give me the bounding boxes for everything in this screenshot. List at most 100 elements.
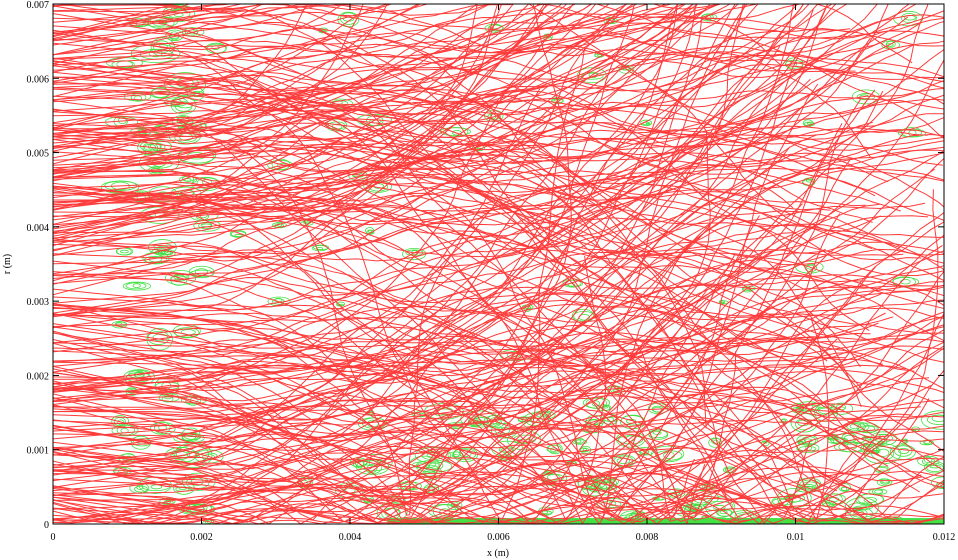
trajectory-line [53,250,944,416]
contour-line [838,483,851,492]
x-tick-label: 0.01 [787,532,805,543]
trajectory-line [53,83,819,520]
trajectory-line [53,4,917,60]
trajectory-line [53,76,712,521]
trajectory-line [53,44,914,279]
trajectory-line [53,4,530,137]
y-tick-label: 0 [44,520,49,531]
trajectory-line [53,185,944,519]
y-axis: 0 0.001 0.002 0.003 0.004 0.005 0.006 0.007 [27,0,944,531]
contour-line [134,485,148,493]
trajectory-line [53,4,804,466]
trajectory-line [53,4,393,101]
trajectory-line [53,116,944,264]
contour-line [133,95,143,101]
y-tick-label: 0.002 [27,371,50,382]
trajectory-line [53,234,944,520]
contour-line [931,414,944,422]
contour-line [153,421,171,434]
trajectory-line [53,4,388,141]
trajectory-line [53,71,922,261]
x-tick-label: 0.004 [339,532,362,543]
trajectory-line [53,49,944,297]
contour-line [885,40,896,48]
trajectory-line [53,341,944,524]
trajectory-line [53,4,219,13]
contour-line [149,421,176,435]
trajectory-line [53,140,944,424]
contour-line [719,510,728,515]
contour-line [645,122,650,126]
contour-line [126,372,152,383]
trajectory-line [123,4,876,197]
trajectory-line [53,4,429,56]
trajectory-line [53,4,322,65]
contour-line [547,474,561,481]
trajectory-line [53,359,944,472]
trajectory-line [53,48,872,158]
trajectory-line [53,202,926,405]
x-axis: 0 0.002 0.004 0.006 0.008 0.01 0.012 [51,4,955,543]
trajectory-line [53,179,862,408]
contour-line [367,229,372,233]
trajectory-line [53,0,198,1]
trajectory-line [53,4,833,492]
trajectory-line [53,4,721,524]
contour-line [796,443,820,453]
trajectory-line [53,161,760,524]
contour-line [429,462,440,469]
trajectory-line [53,4,736,521]
trajectory-line [53,4,540,149]
trajectory-line [53,63,944,343]
trajectory-line [53,4,759,523]
trajectory-line [53,193,944,292]
contour-line [573,437,585,444]
contour-line [780,418,788,424]
contour-line [931,476,944,489]
trajectory-line [53,4,698,304]
trajectory-line [53,380,944,524]
trajectory-line [53,299,944,402]
trajectory-line [53,392,889,467]
y-tick-label: 0.006 [27,74,50,85]
trajectory-line [53,9,920,493]
trajectory-line [53,4,889,312]
contour-line [174,327,200,339]
contour-line [870,431,898,446]
plot-area [53,0,944,524]
trajectory-line [53,4,491,84]
trajectory-line [53,373,944,442]
trajectory-line [53,146,944,318]
trajectory-line [53,274,944,524]
trajectory-line [53,4,687,282]
trajectory-line [53,4,514,242]
trajectory-line [53,4,744,391]
contour-line [798,440,804,444]
trajectory-line [53,134,944,523]
contour-line [572,439,588,445]
trajectory-line [53,0,351,2]
trajectory-line [53,4,878,480]
y-tick-label: 0.003 [27,297,50,308]
trajectory-line [53,243,944,319]
trajectory-line [53,210,944,393]
trajectory-line [53,238,944,522]
contour-line [594,478,606,488]
trajectory-line [53,281,944,524]
trajectory-line [53,133,944,447]
trajectory-line [53,9,814,524]
contour-line [576,439,582,444]
contour-line [234,234,244,237]
trajectory-line [53,66,944,181]
trajectory-line [53,192,811,519]
y-tick-label: 0.007 [27,0,50,11]
trajectory-line [53,77,904,256]
trajectory-line [53,131,711,524]
trajectory-line [53,4,810,112]
contour-line [652,431,662,435]
contour-line [901,12,917,23]
trajectory-line [53,48,944,194]
contour-line [898,447,910,455]
contour-line [876,478,893,487]
trajectory-line [53,327,913,419]
